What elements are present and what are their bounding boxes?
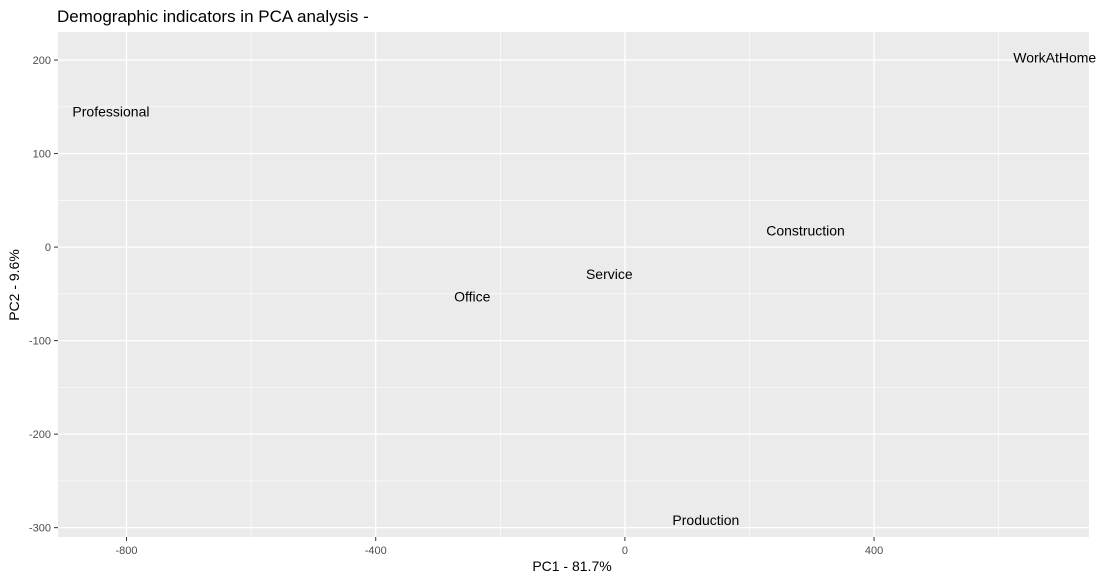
point-label: Professional <box>72 103 149 119</box>
major-gridlines <box>58 32 1089 537</box>
x-axis-title: PC1 - 81.7% <box>532 558 611 574</box>
point-label: Production <box>672 512 739 528</box>
x-tick-label: -800 <box>116 545 138 557</box>
x-tick-label: 0 <box>622 545 628 557</box>
point-label: Construction <box>766 222 845 238</box>
y-tick-label: -100 <box>29 336 51 348</box>
x-tick-label: -400 <box>365 545 387 557</box>
y-tick-label: 200 <box>33 55 51 67</box>
y-tick-label: 0 <box>45 242 51 254</box>
point-label: Office <box>454 289 491 305</box>
point-label: Service <box>586 266 633 282</box>
y-tick-label: -200 <box>29 429 51 441</box>
y-tick-label: -300 <box>29 523 51 535</box>
x-axis-tick-labels: -800 -400 0 400 <box>116 545 884 557</box>
axis-ticks <box>54 59 875 541</box>
minor-gridlines <box>58 32 1089 537</box>
y-tick-label: 100 <box>33 149 51 161</box>
chart-title: Demographic indicators in PCA analysis - <box>57 7 369 26</box>
x-tick-label: 400 <box>865 545 883 557</box>
point-labels: Professional WorkAtHome Construction Servic… <box>72 49 1096 528</box>
point-label: WorkAtHome <box>1013 49 1096 65</box>
plot-panel <box>58 32 1089 537</box>
y-axis-title: PC2 - 9.6% <box>6 249 22 321</box>
y-axis-tick-labels: 200 100 0 -100 -200 -300 <box>29 55 51 535</box>
